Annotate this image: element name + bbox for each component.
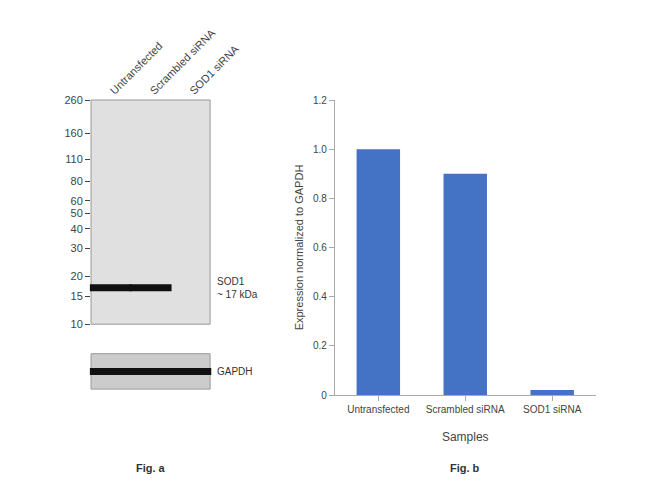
svg-text:0.4: 0.4 <box>313 291 327 302</box>
svg-text:20: 20 <box>71 270 83 282</box>
svg-text:Expression normalized to GAPDH: Expression normalized to GAPDH <box>293 165 305 331</box>
svg-text:SOD1~ 17 kDa: SOD1~ 17 kDa <box>217 276 258 300</box>
svg-text:Fig. b: Fig. b <box>450 462 480 474</box>
svg-text:0: 0 <box>321 390 327 401</box>
svg-text:Scrambled siRNA: Scrambled siRNA <box>147 26 217 96</box>
svg-text:Untransfected: Untransfected <box>347 404 409 415</box>
svg-text:GAPDH: GAPDH <box>217 366 253 377</box>
svg-text:15: 15 <box>71 290 83 302</box>
svg-text:60: 60 <box>71 195 83 207</box>
svg-text:50: 50 <box>71 207 83 219</box>
svg-text:260: 260 <box>64 94 82 106</box>
svg-text:0.8: 0.8 <box>313 193 327 204</box>
svg-text:30: 30 <box>71 242 83 254</box>
svg-text:SOD1 siRNA: SOD1 siRNA <box>523 404 582 415</box>
svg-text:1.0: 1.0 <box>313 144 327 155</box>
svg-text:Fig. a: Fig. a <box>136 462 166 474</box>
svg-text:110: 110 <box>65 153 83 165</box>
svg-text:Scrambled siRNA: Scrambled siRNA <box>426 404 505 415</box>
svg-text:1.2: 1.2 <box>313 95 327 106</box>
svg-text:160: 160 <box>64 127 82 139</box>
svg-text:40: 40 <box>71 223 83 235</box>
svg-text:Untransfected: Untransfected <box>108 40 165 97</box>
svg-text:0.6: 0.6 <box>313 242 327 253</box>
svg-text:10: 10 <box>71 318 83 330</box>
svg-text:80: 80 <box>71 175 83 187</box>
svg-text:SOD1 siRNA: SOD1 siRNA <box>187 42 241 96</box>
svg-text:0.2: 0.2 <box>313 340 327 351</box>
svg-text:Samples: Samples <box>442 430 489 444</box>
